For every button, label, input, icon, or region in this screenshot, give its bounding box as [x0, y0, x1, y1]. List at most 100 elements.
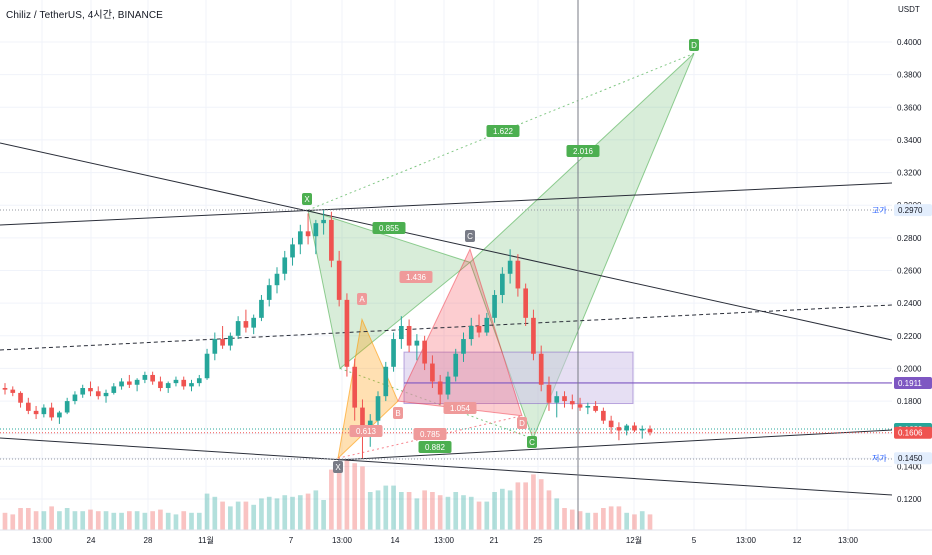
price-label-high-prefix: 고가: [872, 206, 887, 215]
price-tick: 0.4000: [897, 38, 922, 47]
volume-bar: [212, 496, 218, 530]
volume-bar: [569, 509, 575, 530]
price-tick: 0.1200: [897, 495, 922, 504]
ratio-xb-green: 0.855: [379, 224, 400, 233]
price-tick: 0.2600: [897, 267, 922, 276]
candle-body: [476, 325, 482, 333]
volume-bar: [430, 492, 435, 530]
candle-body: [88, 388, 93, 392]
candle-body: [538, 353, 544, 385]
time-tick: 12월: [626, 535, 642, 545]
candle-body: [632, 425, 637, 431]
candle-body: [189, 383, 194, 387]
time-tick: 7: [289, 536, 294, 545]
ratio-bd-green: 2.016: [573, 147, 594, 156]
volume-bar: [134, 511, 140, 530]
candle-body: [430, 363, 435, 382]
candle-body: [72, 394, 78, 402]
volume-bar: [616, 506, 622, 530]
volume-bar: [461, 495, 466, 530]
green-point-c: C: [529, 438, 535, 447]
volume-bar: [593, 512, 598, 530]
candle-body: [360, 407, 365, 436]
candle-body: [18, 392, 23, 403]
candle-body: [95, 391, 101, 397]
green-point-x-bg: [302, 193, 312, 205]
price-label-high-bg: [894, 204, 932, 217]
volume-bar: [243, 501, 249, 530]
time-tick: 21: [490, 536, 499, 545]
candle-body: [500, 273, 505, 295]
ratio-xd-green: 1.622: [493, 127, 514, 136]
volume-bar: [274, 498, 280, 530]
price-tick: 0.1400: [897, 462, 922, 471]
volume-bar: [25, 508, 31, 530]
candle-body: [41, 407, 47, 415]
candle-body: [173, 379, 179, 384]
ratio-ac-green: 0.882: [425, 443, 446, 452]
volume-bar: [305, 493, 311, 530]
volume-bar: [111, 512, 117, 530]
candle-body: [142, 374, 148, 380]
volume-bar: [2, 512, 8, 530]
price-label-low-prefix: 저가: [872, 454, 887, 463]
candle-body: [336, 260, 342, 300]
volume-bar: [562, 508, 567, 530]
red-xd-line: [337, 415, 523, 459]
candle-body: [33, 410, 39, 415]
volume-bar: [484, 501, 490, 530]
time-tick: 13:00: [32, 536, 53, 545]
volume-bar: [352, 463, 358, 530]
time-tick: 14: [391, 536, 400, 545]
volume-bar: [196, 512, 202, 530]
candle-body: [134, 379, 140, 385]
price-label-box-bg: [894, 376, 932, 389]
volume-bar: [297, 495, 303, 530]
candle-body: [515, 260, 521, 289]
volume-bar: [150, 511, 155, 530]
candle-body: [111, 386, 117, 393]
candle-body: [616, 427, 622, 431]
candle-body: [585, 405, 591, 408]
ratio-ac-red-bg: [399, 271, 433, 283]
volume-bar: [624, 512, 630, 530]
volume-bar: [414, 498, 420, 530]
candle-body: [103, 392, 109, 397]
ratio-xd-red: 0.785: [420, 430, 441, 439]
price-tick: 0.2400: [897, 299, 922, 308]
ratio-xb-green-bg: [372, 222, 406, 234]
red-point-c: C: [467, 232, 473, 241]
price-tick: 0.2200: [897, 332, 922, 341]
volume-bar: [41, 511, 47, 530]
volume-bar: [119, 512, 124, 530]
candle-body: [406, 325, 412, 346]
red-point-a: A: [359, 295, 365, 304]
volume-bar: [251, 504, 257, 530]
candle-body: [647, 428, 653, 433]
candle-body: [10, 389, 16, 393]
volume-bar: [204, 493, 210, 530]
volume-bar: [375, 490, 381, 530]
candle-body: [554, 396, 560, 403]
volume-bar: [173, 514, 179, 530]
candle-body: [243, 321, 249, 328]
candle-body: [64, 401, 70, 413]
red-point-c-bg: [465, 230, 475, 242]
candle-body: [2, 388, 8, 390]
green-point-d-bg: [689, 39, 699, 51]
ratio-ac-red: 1.436: [406, 273, 427, 282]
volume-bar: [259, 498, 264, 530]
volume-bar: [49, 506, 54, 530]
candle-body: [601, 410, 606, 421]
volume-bar: [344, 460, 350, 530]
volume-bar: [95, 511, 101, 530]
volume-bar: [18, 508, 23, 530]
ratio-bd-red: 1.054: [450, 404, 471, 413]
volume-bar: [313, 490, 319, 530]
candle-body: [282, 257, 288, 274]
candle-body: [523, 288, 528, 318]
candle-body: [593, 405, 598, 411]
candle-body: [624, 425, 630, 431]
